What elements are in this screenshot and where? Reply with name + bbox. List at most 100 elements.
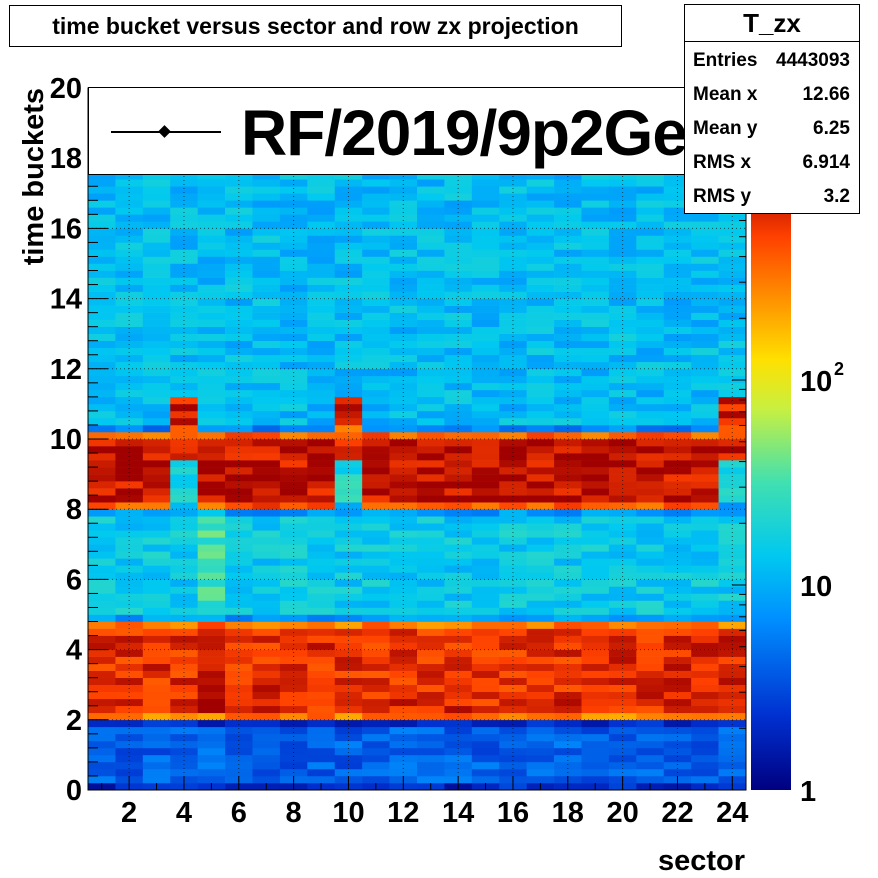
heatmap-cell: [115, 593, 144, 601]
heatmap-cell: [142, 607, 171, 615]
heatmap-cell: [225, 544, 253, 552]
heatmap-cell: [526, 642, 555, 650]
heatmap-cell: [417, 312, 445, 320]
heatmap-cell: [608, 333, 637, 342]
heatmap-cell: [581, 523, 610, 531]
stats-row-rms-x: RMS x 6.914: [685, 144, 859, 178]
heatmap-cell: [499, 663, 527, 671]
heatmap-cell: [197, 572, 226, 580]
heatmap-cell: [417, 586, 445, 594]
heatmap-cell: [197, 263, 226, 271]
heatmap-cell: [526, 467, 555, 475]
heatmap-cell: [115, 579, 144, 587]
heatmap-cell: [362, 333, 390, 342]
heatmap-cell: [142, 565, 171, 573]
heatmap-cell: [608, 207, 637, 215]
heatmap-cell: [444, 719, 473, 728]
heatmap-cell: [88, 684, 116, 693]
heatmap-cell: [389, 719, 418, 728]
heatmap-cell: [554, 172, 582, 180]
heatmap-cell: [279, 635, 308, 643]
heatmap-cell: [636, 509, 665, 517]
heatmap-cell: [444, 495, 473, 503]
heatmap-cell: [554, 298, 582, 306]
heatmap-cell: [197, 424, 226, 433]
heatmap-cell: [608, 431, 637, 440]
heatmap-cell: [581, 761, 610, 770]
heatmap-cell: [581, 747, 610, 756]
heatmap-cell: [88, 453, 116, 461]
heatmap-cell: [663, 319, 692, 327]
heatmap-cell: [691, 249, 719, 257]
heatmap-cell: [663, 242, 692, 250]
heatmap-cell: [279, 754, 308, 763]
heatmap-cell: [197, 249, 226, 257]
heatmap-cell: [636, 481, 665, 489]
heatmap-cell: [471, 312, 500, 320]
heatmap-cell: [444, 761, 473, 770]
heatmap-cell: [170, 621, 198, 629]
heatmap-cell: [142, 312, 171, 320]
heatmap-cell: [334, 670, 363, 678]
heatmap-cell: [718, 298, 747, 306]
heatmap-cell: [691, 768, 719, 777]
heatmap-cell: [663, 207, 692, 215]
heatmap-cell: [362, 593, 390, 601]
heatmap-cell: [663, 221, 692, 229]
heatmap-cell: [554, 495, 582, 503]
heatmap-cell: [279, 691, 308, 700]
heatmap-cell: [608, 403, 637, 412]
heatmap-cell: [499, 530, 527, 538]
heatmap-cell: [663, 474, 692, 482]
x-tick-label: 20: [606, 797, 638, 829]
heatmap-cell: [115, 530, 144, 538]
heatmap-cell: [554, 319, 582, 327]
heatmap-cell: [444, 354, 473, 363]
heatmap-cell: [225, 579, 253, 587]
heatmap-cell: [444, 319, 473, 327]
heatmap-cell: [526, 172, 555, 180]
heatmap-cell: [334, 291, 363, 299]
heatmap-cell: [444, 614, 473, 622]
heatmap-cell: [142, 298, 171, 306]
heatmap-cell: [115, 263, 144, 271]
heatmap-cell: [225, 333, 253, 342]
heatmap-cell: [279, 698, 308, 707]
heatmap-cell: [663, 530, 692, 538]
heatmap-cell: [170, 579, 198, 587]
heatmap-cell: [307, 403, 336, 412]
stats-key: Mean y: [693, 118, 758, 139]
heatmap-cell: [581, 200, 610, 208]
heatmap-cell: [581, 488, 610, 496]
heatmap-cell: [718, 726, 747, 735]
heatmap-cell: [608, 446, 637, 454]
heatmap-cell: [691, 333, 719, 342]
heatmap-cell: [691, 488, 719, 496]
heatmap-cell: [279, 410, 308, 419]
heatmap-cell: [417, 628, 445, 636]
heatmap-cell: [471, 368, 500, 377]
heatmap-cell: [362, 396, 390, 405]
heatmap-cell: [718, 333, 747, 342]
heatmap-cell: [389, 382, 418, 391]
heatmap-cell: [608, 677, 637, 685]
heatmap-cell: [88, 326, 116, 334]
heatmap-cell: [115, 403, 144, 412]
heatmap-cell: [554, 705, 582, 714]
heatmap-cell: [307, 467, 336, 475]
heatmap-cell: [142, 684, 171, 693]
heatmap-cell: [225, 761, 253, 770]
heatmap-cell: [334, 446, 363, 454]
heatmap-cell: [88, 249, 116, 257]
heatmap-cell: [389, 389, 418, 398]
heatmap-cell: [718, 551, 747, 559]
heatmap-cell: [252, 719, 281, 728]
heatmap-cell: [307, 186, 336, 194]
heatmap-cell: [362, 319, 390, 327]
heatmap-cell: [417, 740, 445, 749]
heatmap-cell: [718, 579, 747, 587]
heatmap-cell: [279, 642, 308, 650]
heatmap-cell: [608, 558, 637, 566]
heatmap-cell: [115, 495, 144, 503]
heatmap-cell: [417, 193, 445, 201]
